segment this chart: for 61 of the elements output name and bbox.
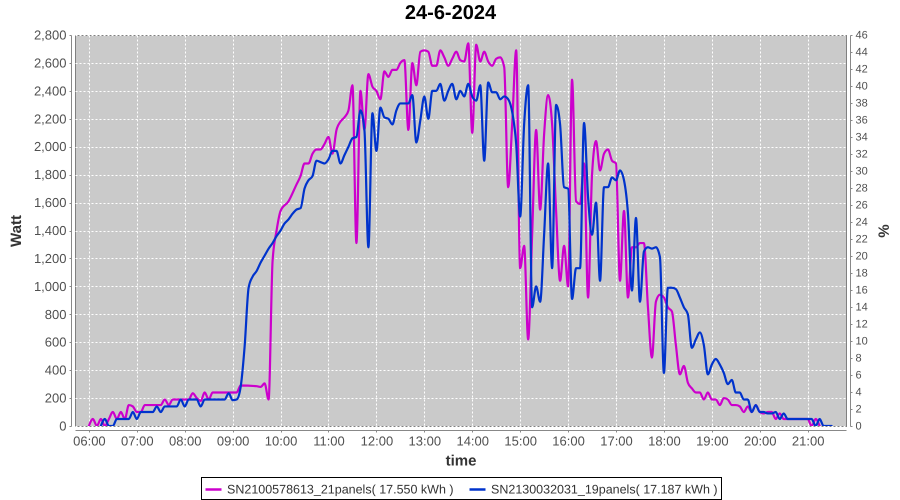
y2-tick-label: 46 [856, 30, 868, 42]
legend-label: SN2100578613_21panels( 17.550 kWh ) [227, 482, 454, 496]
y2-tick-label: 42 [856, 64, 868, 76]
y-tick-label: 1,200 [34, 250, 66, 266]
chart-title: 24-6-2024 [404, 2, 497, 24]
y2-tick-label: 24 [856, 216, 868, 228]
x-tick-label: 08:00 [168, 434, 202, 448]
y2-tick-label: 28 [856, 182, 868, 194]
y2-tick-label: 4 [856, 386, 862, 398]
y2-tick-label: 26 [856, 200, 868, 212]
x-tick-label: 18:00 [648, 434, 681, 448]
y-tick-label: 1,400 [34, 223, 66, 238]
y-tick-label: 1,600 [34, 195, 66, 210]
y2-tick-label: 18 [856, 268, 868, 280]
y2-tick-label: 12 [856, 318, 868, 330]
x-tick-label: 14:00 [456, 434, 490, 448]
x-tick-label: 06:00 [73, 434, 106, 448]
x-tick-label: 16:00 [552, 434, 585, 448]
x-tick-label: 13:00 [408, 434, 442, 448]
x-tick-label: 19:00 [696, 434, 729, 448]
y2-tick-label: 16 [856, 284, 868, 296]
y-tick-label: 800 [44, 306, 66, 322]
y-tick-label: 2,200 [34, 111, 66, 126]
y-tick-label: 2,400 [34, 83, 66, 98]
x-tick-label: 15:00 [504, 434, 537, 448]
y2-tick-label: 22 [856, 234, 868, 246]
y-axis-title: Watt [8, 215, 25, 247]
x-tick-label: 20:00 [744, 434, 777, 448]
y2-tick-label: 44 [856, 46, 868, 58]
y-tick-label: 1,800 [34, 167, 66, 182]
x-tick-label: 12:00 [360, 434, 394, 448]
y-tick-label: 2,600 [34, 55, 66, 70]
x-tick-label: 21:00 [792, 434, 824, 448]
x-tick-label: 11:00 [313, 434, 345, 448]
y2-tick-label: 6 [856, 370, 862, 382]
y-tick-label: 2,000 [34, 139, 66, 154]
y2-tick-label: 2 [856, 404, 862, 416]
x-tick-label: 09:00 [216, 434, 250, 448]
y2-tick-label: 38 [856, 98, 868, 110]
y2-tick-label: 30 [856, 166, 868, 178]
y2-tick-label: 10 [856, 336, 868, 348]
y2-tick-label: 8 [856, 352, 862, 364]
y2-tick-label: 32 [856, 148, 868, 160]
y2-tick-label: 40 [856, 80, 868, 92]
y2-axis-title: % [874, 224, 892, 238]
y2-tick-label: 14 [856, 302, 868, 314]
y2-tick-label: 20 [856, 250, 868, 262]
x-axis-title: time [446, 452, 476, 470]
y-tick-label: 1,000 [34, 278, 66, 294]
y-tick-label: 2,800 [34, 28, 66, 42]
y-tick-label: 600 [44, 334, 66, 350]
legend-label: SN2130032031_19panels( 17.187 kWh ) [491, 482, 718, 496]
y-tick-label: 0 [59, 418, 66, 434]
y2-tick-label: 0 [856, 420, 862, 432]
x-tick-label: 10:00 [264, 434, 298, 448]
x-tick-label: 07:00 [121, 434, 154, 448]
y2-tick-label: 36 [856, 114, 868, 126]
x-tick-label: 17:00 [600, 434, 633, 448]
y2-tick-label: 34 [856, 132, 868, 144]
y-tick-label: 400 [44, 362, 66, 378]
y-tick-label: 200 [44, 390, 66, 406]
